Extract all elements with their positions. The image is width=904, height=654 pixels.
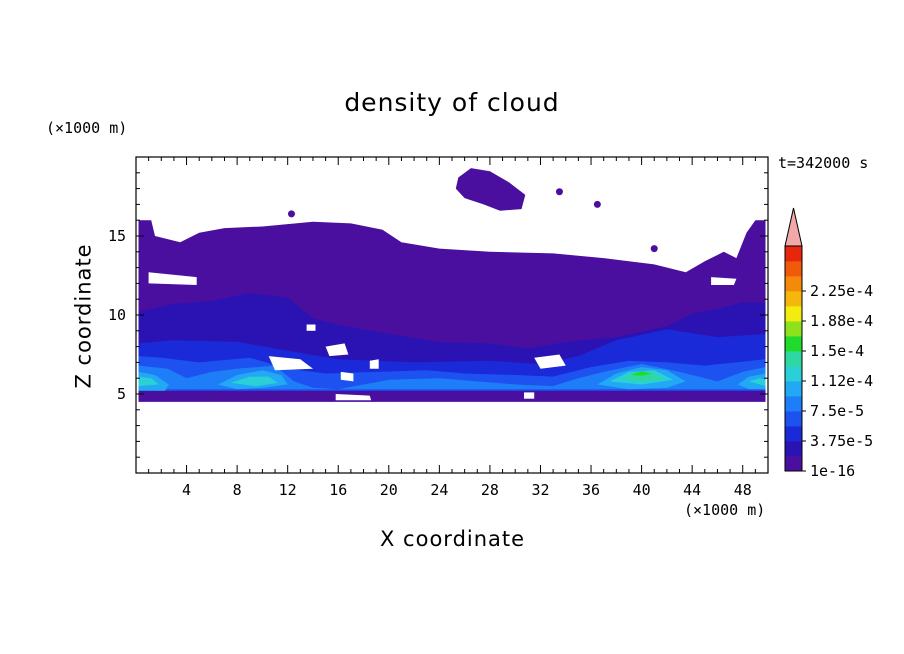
x-tick-label: 44 <box>683 481 701 499</box>
cloud-gap <box>369 359 379 369</box>
contour-region-level-0 <box>455 168 526 211</box>
colorbar-swatch <box>785 351 802 367</box>
colorbar-label: 1.88e-4 <box>810 312 873 330</box>
contour-fills <box>138 168 766 402</box>
cloud-speck <box>593 200 601 208</box>
x-tick-label: 48 <box>734 481 752 499</box>
x-tick-label: 20 <box>380 481 398 499</box>
colorbar-swatch <box>785 246 802 262</box>
cloud-gap <box>268 356 313 371</box>
x-tick-label: 4 <box>182 481 191 499</box>
cloud-speck <box>555 188 563 196</box>
colorbar-swatch <box>785 306 802 322</box>
cloud-gap <box>340 371 354 382</box>
x-tick-label: 8 <box>233 481 242 499</box>
cloud-gap <box>335 394 372 401</box>
cloud-speck <box>287 210 295 218</box>
cloud-speck <box>650 245 658 253</box>
colorbar-label: 2.25e-4 <box>810 282 873 300</box>
cloud-gap <box>711 277 737 285</box>
y-tick-label: 15 <box>108 227 126 245</box>
colorbar-swatch <box>785 441 802 457</box>
colorbar-swatch <box>785 261 802 277</box>
contour-region-level-6 <box>138 376 159 387</box>
cloud-speck <box>360 267 368 275</box>
plot-area <box>138 168 766 402</box>
x-tick-label: 28 <box>481 481 499 499</box>
colorbar-over-triangle <box>784 207 803 247</box>
x-tick-label: 12 <box>279 481 297 499</box>
colorbar-swatch <box>785 276 802 292</box>
x-tick-label: 24 <box>430 481 448 499</box>
colorbar: 1e-16 3.75e-5 7.5e-5 1.12e-4 1.5e-4 1.88e-4 2.… <box>784 207 873 480</box>
x-axis-unit: (×1000 m) <box>684 501 766 519</box>
colorbar-label: 1.12e-4 <box>810 372 873 390</box>
x-axis-label: X coordinate <box>380 527 526 551</box>
cloud-gap <box>306 324 316 331</box>
cloud-speck <box>390 272 398 279</box>
y-tick-label: 10 <box>108 306 126 324</box>
colorbar-label: 3.75e-5 <box>810 432 873 450</box>
contour-region-level-8 <box>631 371 652 376</box>
colorbar-swatch <box>785 396 802 412</box>
colorbar-swatch <box>785 456 802 472</box>
colorbar-frame <box>784 245 803 472</box>
time-label: t=342000 s <box>778 154 869 172</box>
x-tick-label: 16 <box>329 481 347 499</box>
cloud-gap <box>524 392 535 399</box>
contour-region-level-6 <box>230 376 278 387</box>
x-tick-label: 36 <box>582 481 600 499</box>
cloud-gap <box>325 343 349 357</box>
y-tick-label: 5 <box>117 385 126 403</box>
colorbar-swatch <box>785 321 802 337</box>
contour-region-level-6 <box>749 378 766 387</box>
cloud-speck <box>319 235 327 243</box>
colorbar-swatch <box>785 411 802 427</box>
x-tick-label: 40 <box>633 481 651 499</box>
colorbar-label: 1.5e-4 <box>810 342 864 360</box>
y-axis-unit: (×1000 m) <box>46 119 128 137</box>
cloud-gap <box>148 272 197 285</box>
contour-region-level-7 <box>622 371 664 382</box>
x-tick-label: 32 <box>531 481 549 499</box>
cloud-gap <box>534 354 566 369</box>
colorbar-label: 7.5e-5 <box>810 402 864 420</box>
colorbar-swatch <box>785 291 802 307</box>
colorbar-swatch <box>785 426 802 442</box>
colorbar-label: 1e-16 <box>810 462 855 480</box>
colorbar-swatch <box>785 366 802 382</box>
colorbar-swatch <box>785 381 802 397</box>
chart-title: density of cloud <box>344 88 560 117</box>
colorbar-swatch <box>785 336 802 352</box>
